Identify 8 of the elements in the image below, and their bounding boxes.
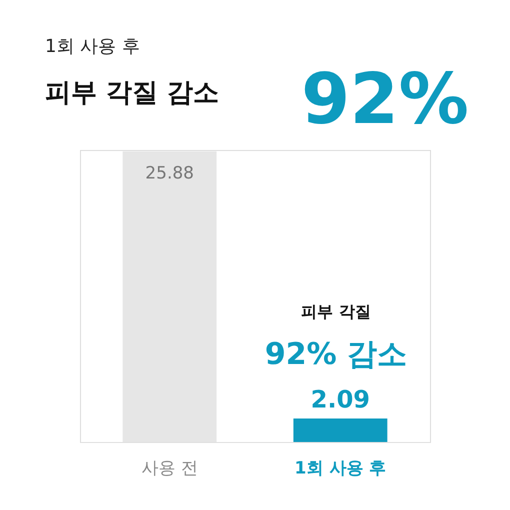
annotation: 92% 감소 <box>264 337 408 372</box>
chart-title: 1회 사용 후 <box>45 36 140 57</box>
x-tick-label: 사용 전 <box>141 458 198 478</box>
annotation: 피부 각질 <box>301 302 371 321</box>
chart-subtitle: 피부 각질 감소 <box>45 78 220 108</box>
data-label: 25.88 <box>145 163 194 184</box>
data-label: 2.09 <box>310 386 370 414</box>
text: 92% <box>301 58 469 140</box>
